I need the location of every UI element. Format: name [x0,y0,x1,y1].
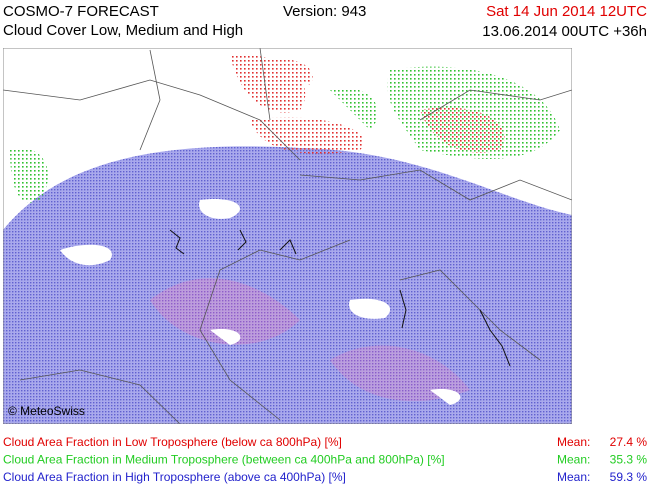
subtitle: Cloud Cover Low, Medium and High [3,22,243,39]
run-time: 13.06.2014 00UTC +36h [482,23,647,40]
legend-label: Cloud Area Fraction in Medium Tropospher… [3,453,445,467]
mean-value: 27.4 % [610,435,648,449]
legend-label: Cloud Area Fraction in High Troposphere … [3,470,346,484]
version: Version: 943 [283,3,366,20]
mean-label: Mean: [557,453,590,467]
legend: Cloud Area Fraction in Low Troposphere (… [3,435,647,484]
copyright: © MeteoSwiss [8,404,85,418]
legend-label: Cloud Area Fraction in Low Troposphere (… [3,435,342,449]
mean-label: Mean: [557,470,590,484]
map [3,48,572,424]
model-title: COSMO-7 FORECAST [3,3,159,20]
mean-value: 59.3 % [610,470,648,484]
mean-value: 35.3 % [610,453,648,467]
valid-time: Sat 14 Jun 2014 12UTC [486,3,647,20]
mean-label: Mean: [557,435,590,449]
